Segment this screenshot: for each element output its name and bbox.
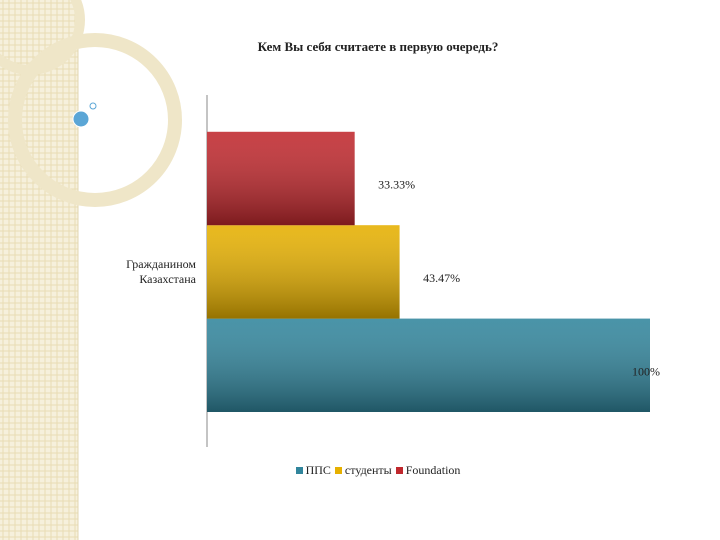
legend: ППС студенты Foundation xyxy=(0,463,720,478)
chart-title: Кем Вы себя считаете в первую очередь? xyxy=(258,39,499,54)
legend-swatch xyxy=(395,467,403,474)
bar-shade xyxy=(207,225,400,319)
decor xyxy=(0,0,182,540)
legend-swatch xyxy=(295,467,303,474)
legend-text: студенты xyxy=(344,463,392,477)
legend-text: Foundation xyxy=(405,463,461,477)
bar-shade xyxy=(207,131,355,226)
category-label: Гражданином Казахстана xyxy=(126,257,196,286)
legend-item: Foundation xyxy=(395,463,461,478)
bar-shade xyxy=(207,318,650,412)
data-label: 33.33% xyxy=(378,178,415,192)
data-label: 43.47% xyxy=(423,271,460,285)
data-label: 100% xyxy=(632,365,660,379)
legend-item: ППС xyxy=(295,463,331,478)
legend-text: ППС xyxy=(305,463,331,477)
legend-swatch xyxy=(334,467,342,474)
legend-item: студенты xyxy=(334,463,392,478)
